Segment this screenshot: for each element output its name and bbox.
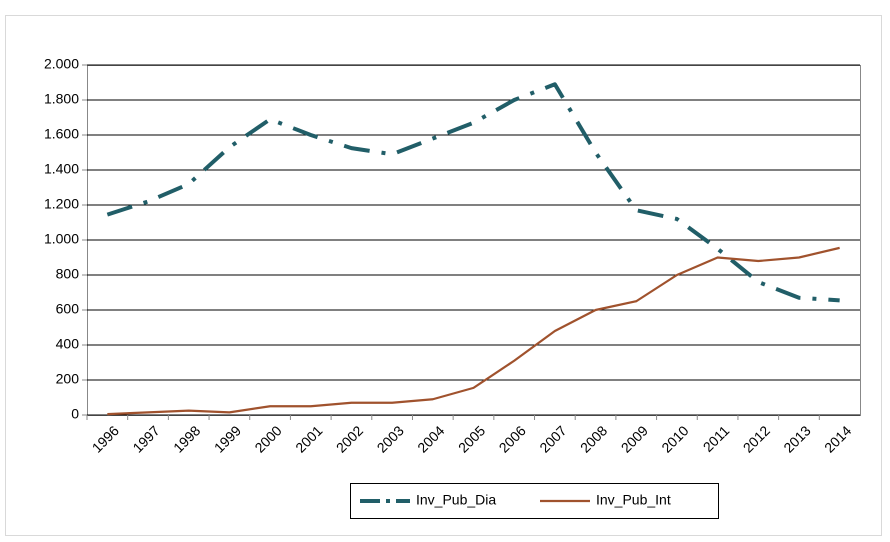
- x-tick-label: 2010: [658, 422, 691, 455]
- legend-box: [350, 483, 719, 519]
- x-tick-label: 1996: [89, 422, 122, 455]
- legend-label: Inv_Pub_Int: [596, 492, 671, 508]
- x-tick-label: 2006: [496, 422, 529, 455]
- x-tick-label: 1999: [211, 422, 244, 455]
- legend-label: Inv_Pub_Dia: [416, 492, 496, 508]
- y-tick-label: 600: [56, 301, 80, 317]
- series-line: [106, 82, 840, 303]
- x-tick-label: 2013: [780, 422, 813, 455]
- y-tick-label: 1.600: [44, 126, 79, 142]
- x-tick-label: 2000: [251, 422, 284, 455]
- x-tick-label: 2009: [618, 422, 651, 455]
- y-tick-label: 0: [71, 406, 79, 422]
- y-tick-label: 800: [56, 266, 80, 282]
- x-tick-label: 2007: [536, 422, 569, 455]
- x-tick-label: 2002: [333, 422, 366, 455]
- x-tick-label: 2005: [455, 422, 488, 455]
- x-tick-label: 2011: [700, 422, 733, 455]
- x-tick-label: 2003: [374, 422, 407, 455]
- y-tick-label: 1.400: [44, 161, 79, 177]
- x-tick-label: 2012: [740, 422, 773, 455]
- x-tick-label: 2001: [292, 422, 325, 455]
- x-tick-label: 1998: [170, 422, 203, 455]
- x-tick-label: 2004: [414, 422, 447, 455]
- x-tick-label: 2014: [821, 422, 854, 455]
- y-tick-label: 200: [56, 371, 80, 387]
- x-tick-label: 2008: [577, 422, 610, 455]
- y-tick-label: 1.200: [44, 196, 79, 212]
- y-tick-label: 1.800: [44, 91, 79, 107]
- y-tick-label: 1.000: [44, 231, 79, 247]
- chart-border: [5, 15, 882, 536]
- x-tick-label: 1997: [129, 422, 162, 455]
- series-line: [107, 246, 840, 416]
- y-tick-label: 400: [56, 336, 80, 352]
- y-tick-label: 2.000: [44, 56, 79, 72]
